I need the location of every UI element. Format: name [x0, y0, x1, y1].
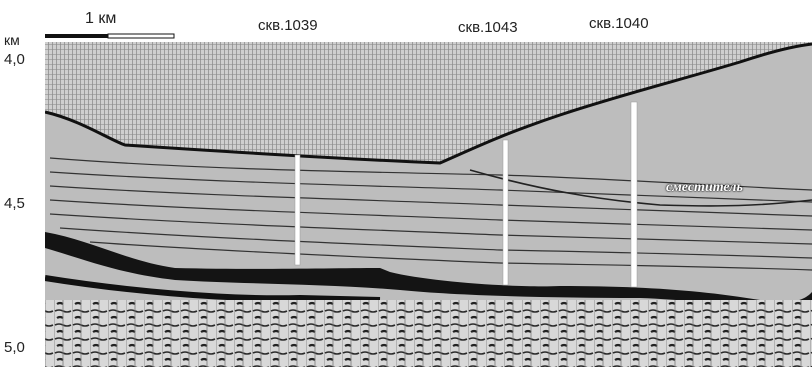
- well-label-1040: скв.1040: [589, 15, 649, 32]
- well-1040-trace: [630, 101, 638, 288]
- fault-label: сместитель: [666, 180, 743, 195]
- scale-bar-label: 1 км: [85, 10, 117, 27]
- scale-bar-white: [107, 33, 175, 39]
- basement-chaotic-zone: [45, 300, 812, 367]
- stratified-reflectors: [49, 157, 812, 271]
- depth-tick-5-0: 5,0: [4, 339, 25, 356]
- depth-unit-label: км: [4, 32, 20, 48]
- sediment-layers: [45, 44, 812, 367]
- well-1039-trace: [294, 154, 301, 266]
- seabed-reflector: [44, 42, 812, 165]
- well-1043-trace: [502, 139, 509, 286]
- depth-tick-4-5: 4,5: [4, 195, 25, 212]
- deep-reflector: [44, 275, 381, 303]
- well-label-1039: скв.1039: [258, 17, 318, 34]
- depth-tick-4-0: 4,0: [4, 51, 25, 68]
- scale-bar-black: [45, 34, 108, 38]
- fault-line: [469, 169, 812, 207]
- basement-reflector: [45, 232, 812, 307]
- well-label-1043: скв.1043: [458, 19, 518, 36]
